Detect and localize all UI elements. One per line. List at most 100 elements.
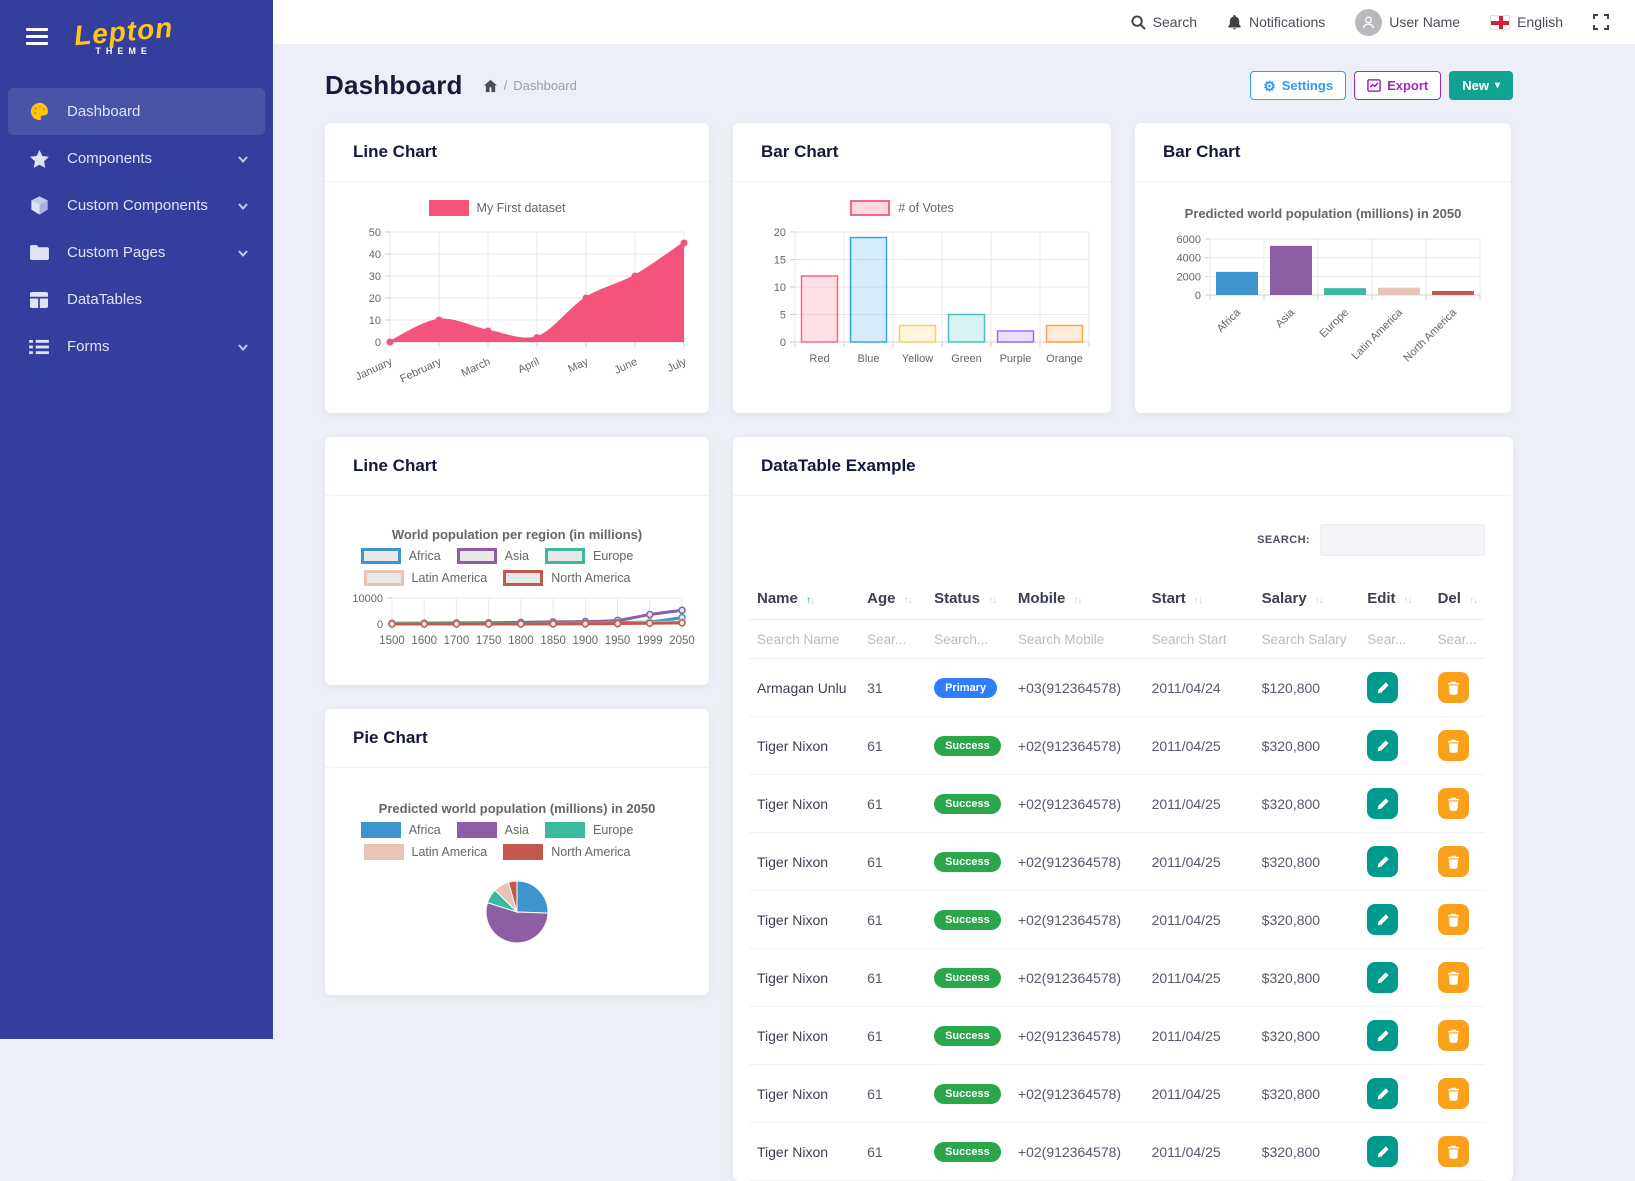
sidebar-item-components[interactable]: Components: [8, 135, 265, 182]
edit-button[interactable]: [1367, 904, 1398, 935]
legend-item[interactable]: Latin America: [364, 570, 488, 586]
edit-button[interactable]: [1367, 672, 1398, 703]
delete-button[interactable]: [1438, 904, 1469, 935]
navbar-notifications[interactable]: Notifications: [1227, 14, 1325, 30]
fullscreen-button[interactable]: [1593, 14, 1609, 30]
edit-button[interactable]: [1367, 962, 1398, 993]
column-filter-input-3[interactable]: [1018, 632, 1136, 647]
column-filter-input-6[interactable]: [1367, 632, 1421, 647]
edit-button[interactable]: [1367, 1020, 1398, 1051]
legend-item[interactable]: North America: [503, 570, 630, 586]
delete-button[interactable]: [1438, 962, 1469, 993]
cell-del: [1430, 949, 1485, 1007]
delete-button[interactable]: [1438, 730, 1469, 761]
svg-text:Red: Red: [809, 353, 829, 365]
chart-legend: Africa Asia Europe Latin America North Ameri…: [332, 548, 662, 586]
delete-button[interactable]: [1438, 788, 1469, 819]
edit-button[interactable]: [1367, 1136, 1398, 1167]
cell-name: Armagan Unlu: [749, 659, 859, 717]
hamburger-menu-icon[interactable]: [26, 28, 48, 45]
column-filter-input-1[interactable]: [867, 632, 918, 647]
sidebar-item-custom-components[interactable]: Custom Components: [8, 182, 265, 229]
card-title: Line Chart: [325, 437, 709, 496]
column-header-salary[interactable]: Salary↑↓: [1254, 578, 1360, 620]
column-filter-input-2[interactable]: [934, 632, 1002, 647]
svg-text:1500: 1500: [379, 635, 405, 647]
pie-chart: Predicted world population (millions) in…: [332, 801, 702, 960]
status-badge: Success: [934, 852, 1001, 872]
caret-down-icon: ▾: [1495, 81, 1500, 91]
delete-button[interactable]: [1438, 846, 1469, 877]
navbar-language-label: English: [1517, 14, 1563, 30]
table-search-input[interactable]: [1320, 524, 1485, 556]
edit-button[interactable]: [1367, 1078, 1398, 1109]
legend-item[interactable]: North America: [503, 844, 630, 860]
trash-icon: [1447, 1145, 1460, 1159]
sort-arrows-icon[interactable]: ↑↓: [806, 595, 814, 606]
legend-item[interactable]: Europe: [545, 822, 633, 838]
legend-item[interactable]: My First dataset: [429, 200, 566, 216]
home-icon[interactable]: [483, 79, 498, 93]
pencil-icon: [1376, 855, 1390, 869]
legend-item[interactable]: Africa: [361, 822, 441, 838]
column-header-start[interactable]: Start↑↓: [1144, 578, 1254, 620]
svg-text:40: 40: [369, 249, 381, 261]
navbar-user[interactable]: User Name: [1355, 9, 1460, 36]
sidebar-item-dashboard[interactable]: Dashboard: [8, 88, 265, 135]
sort-arrows-icon[interactable]: ↑↓: [1469, 595, 1477, 606]
delete-button[interactable]: [1438, 1020, 1469, 1051]
table-row: Tiger Nixon 61 Success +02(912364578) 20…: [749, 1123, 1485, 1181]
legend-swatch: [361, 548, 401, 564]
sort-arrows-icon[interactable]: ↑↓: [988, 595, 996, 606]
settings-button[interactable]: ⚙ Settings: [1250, 71, 1346, 100]
bar-chart-population: Predicted world population (millions) in…: [1138, 206, 1508, 387]
delete-button[interactable]: [1438, 672, 1469, 703]
cell-name: Tiger Nixon: [749, 1007, 859, 1065]
delete-button[interactable]: [1438, 1078, 1469, 1109]
edit-button[interactable]: [1367, 730, 1398, 761]
cell-del: [1430, 891, 1485, 949]
legend-item[interactable]: Africa: [361, 548, 441, 564]
sort-arrows-icon[interactable]: ↑↓: [903, 595, 911, 606]
delete-button[interactable]: [1438, 1136, 1469, 1167]
sort-arrows-icon[interactable]: ↑↓: [1404, 595, 1412, 606]
svg-text:Purple: Purple: [1000, 353, 1032, 365]
sidebar-item-label: Components: [67, 150, 237, 167]
column-filter-input-4[interactable]: [1152, 632, 1246, 647]
column-header-del[interactable]: Del↑↓: [1430, 578, 1485, 620]
table-row: Tiger Nixon 61 Success +02(912364578) 20…: [749, 775, 1485, 833]
legend-item[interactable]: Asia: [457, 822, 529, 838]
cell-name: Tiger Nixon: [749, 1123, 859, 1181]
navbar-username: User Name: [1389, 14, 1460, 30]
column-header-age[interactable]: Age↑↓: [859, 578, 926, 620]
column-filter-input-0[interactable]: [757, 632, 851, 647]
sort-arrows-icon[interactable]: ↑↓: [1194, 595, 1202, 606]
column-header-mobile[interactable]: Mobile↑↓: [1010, 578, 1144, 620]
export-button[interactable]: Export: [1354, 71, 1441, 100]
edit-button[interactable]: [1367, 846, 1398, 877]
legend-item[interactable]: # of Votes: [850, 200, 954, 216]
brand-logo[interactable]: Lepton THEME: [74, 16, 173, 56]
column-filter-input-7[interactable]: [1438, 632, 1477, 647]
sidebar-item-forms[interactable]: Forms: [8, 323, 265, 370]
trash-icon: [1447, 913, 1460, 927]
navbar-language[interactable]: English: [1490, 14, 1563, 30]
navbar-search[interactable]: Search: [1131, 14, 1197, 30]
sidebar-item-datatables[interactable]: DataTables: [8, 276, 265, 323]
legend-item[interactable]: Asia: [457, 548, 529, 564]
legend-item[interactable]: Europe: [545, 548, 633, 564]
cell-del: [1430, 775, 1485, 833]
table-search-label: SEARCH:: [1257, 534, 1310, 546]
edit-button[interactable]: [1367, 788, 1398, 819]
column-filter-input-5[interactable]: [1262, 632, 1352, 647]
column-header-edit[interactable]: Edit↑↓: [1359, 578, 1429, 620]
legend-swatch: [457, 548, 497, 564]
sidebar-item-custom-pages[interactable]: Custom Pages: [8, 229, 265, 276]
column-header-status[interactable]: Status↑↓: [926, 578, 1010, 620]
sort-arrows-icon[interactable]: ↑↓: [1073, 595, 1081, 606]
new-button[interactable]: New ▾: [1449, 71, 1513, 100]
table-row: Tiger Nixon 61 Success +02(912364578) 20…: [749, 717, 1485, 775]
legend-item[interactable]: Latin America: [364, 844, 488, 860]
sort-arrows-icon[interactable]: ↑↓: [1315, 595, 1323, 606]
column-header-name[interactable]: Name↑↓: [749, 578, 859, 620]
